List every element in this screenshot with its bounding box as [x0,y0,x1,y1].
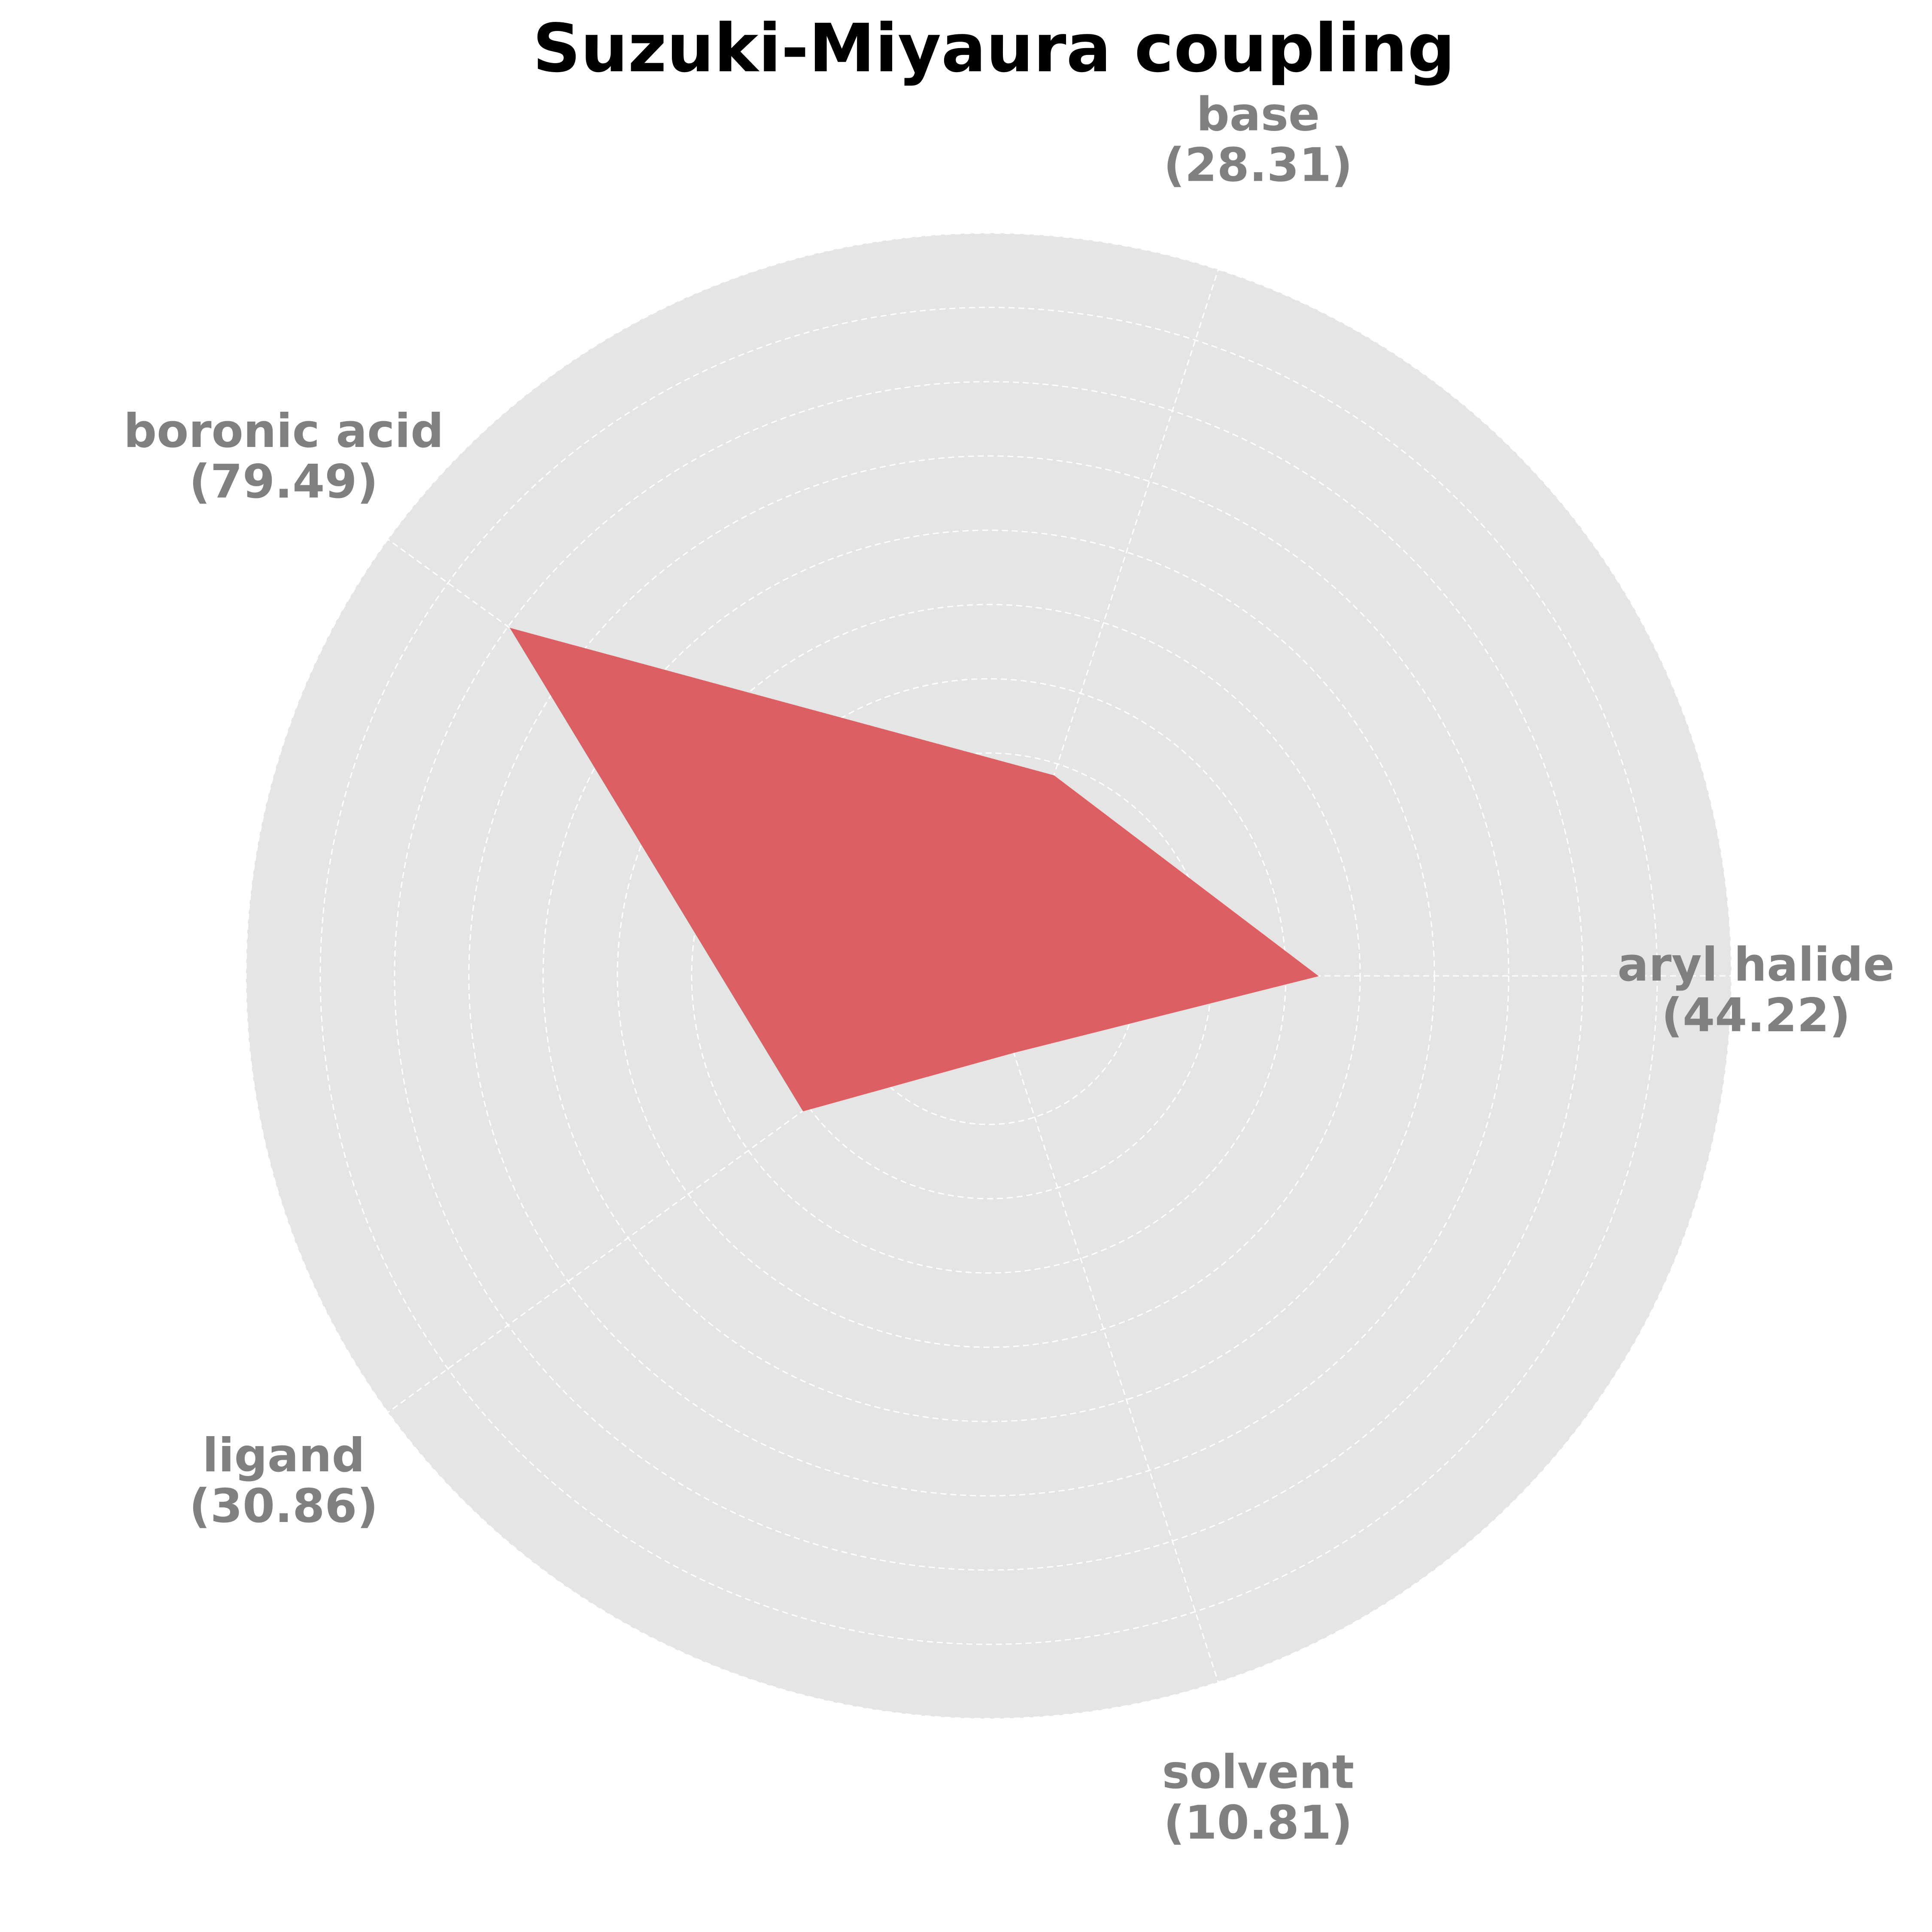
value-label: (79.49) [189,455,378,509]
axis-labels: aryl halide (44.22) base (28.31) boronic aci… [124,88,1895,1850]
data-polygon [510,628,1319,1112]
grid-ring [319,307,1658,1645]
value-label: (10.81) [1163,1796,1352,1850]
category-label: solvent [1162,1746,1354,1799]
axis-label: solvent (10.81) [1162,1746,1354,1850]
value-label: (30.86) [189,1479,378,1533]
axis-label: base (28.31) [1163,88,1352,192]
category-label: base [1196,88,1320,141]
grid-ring [468,455,1510,1497]
value-label: (28.31) [1163,138,1352,192]
axis-label: boronic acid (79.49) [124,404,444,509]
value-label: (44.22) [1662,989,1850,1042]
category-label: aryl halide [1617,938,1895,992]
axis-label: ligand (30.86) [189,1429,378,1533]
category-label: boronic acid [124,404,444,458]
category-label: ligand [202,1429,365,1482]
chart-title: Suzuki-Miyaura coupling [532,9,1455,87]
grid-spoke [988,975,1219,1683]
axis-label: aryl halide (44.22) [1617,938,1895,1042]
